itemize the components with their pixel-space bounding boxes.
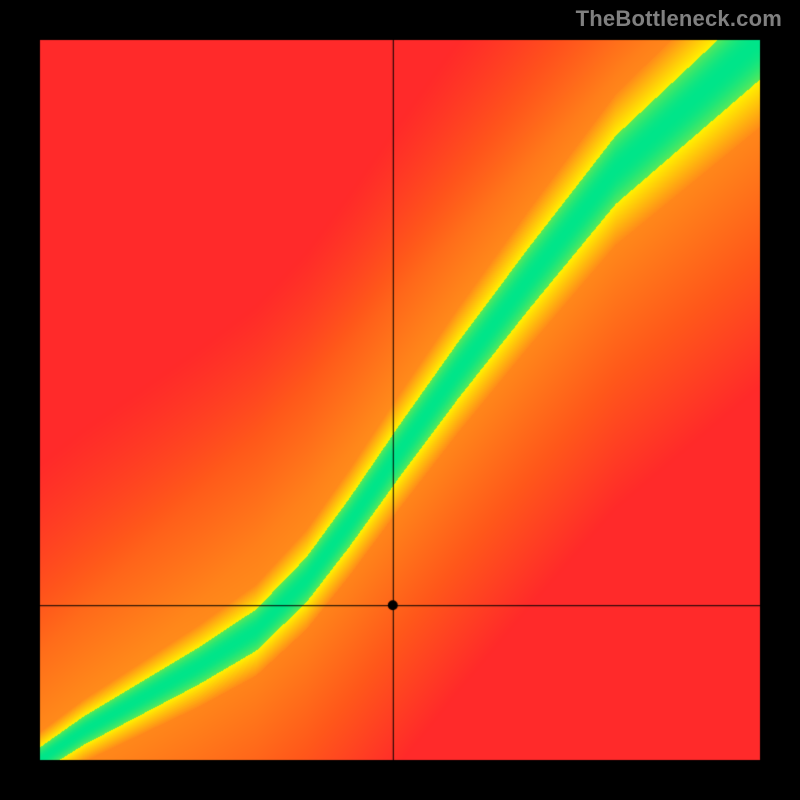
bottleneck-heatmap-canvas <box>0 0 800 800</box>
watermark-text: TheBottleneck.com <box>576 6 782 32</box>
chart-container: TheBottleneck.com <box>0 0 800 800</box>
